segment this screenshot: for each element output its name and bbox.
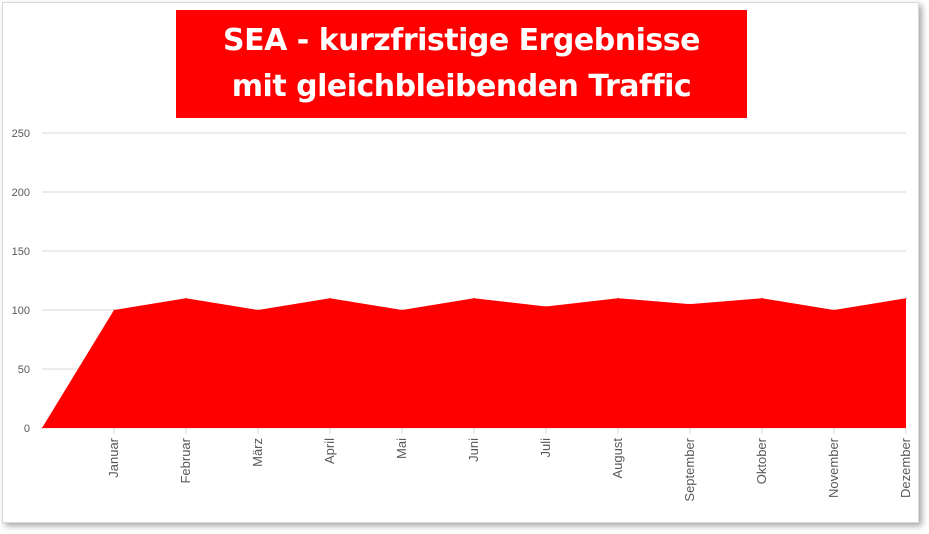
y-tick-label: 250 [12,128,30,140]
x-tick-label: Juli [538,438,553,458]
y-tick-label: 0 [24,423,30,435]
data-point [761,297,763,299]
x-tick-label: August [610,438,625,479]
data-point [329,297,331,299]
y-tick-label: 200 [12,187,30,199]
y-tick-label: 150 [12,246,30,258]
data-point [905,297,907,299]
x-tick-label: April [322,438,337,464]
x-tick-label: November [826,437,841,498]
data-point [617,297,619,299]
x-tick-label: Januar [106,437,121,477]
data-point [41,427,43,429]
data-point [185,297,187,299]
area-series-fill [42,298,906,428]
x-tick-label: Juni [466,438,481,462]
chart-title: SEA - kurzfristige Ergebnisse mit gleich… [223,23,700,104]
data-point [401,309,403,311]
x-tick-label: Oktober [754,437,769,484]
data-point [689,303,691,305]
data-point [113,309,115,311]
data-point [257,309,259,311]
y-axis-ticks: 0 50 100 150 200 250 [12,128,30,435]
y-tick-label: 100 [12,305,30,317]
area-series [41,297,907,429]
data-point [833,309,835,311]
x-tick-label: März [250,438,265,467]
data-point [473,297,475,299]
x-axis-ticks: Januar Februar März April Mai Juni Juli August S… [106,428,913,502]
y-tick-label: 50 [18,364,30,376]
x-tick-label: September [682,437,697,501]
x-tick-label: Dezember [898,437,913,498]
data-point [545,305,547,307]
x-tick-label: Februar [178,437,193,483]
chart-title-banner: SEA - kurzfristige Ergebnisse mit gleich… [176,10,747,118]
x-tick-label: Mai [394,438,409,459]
